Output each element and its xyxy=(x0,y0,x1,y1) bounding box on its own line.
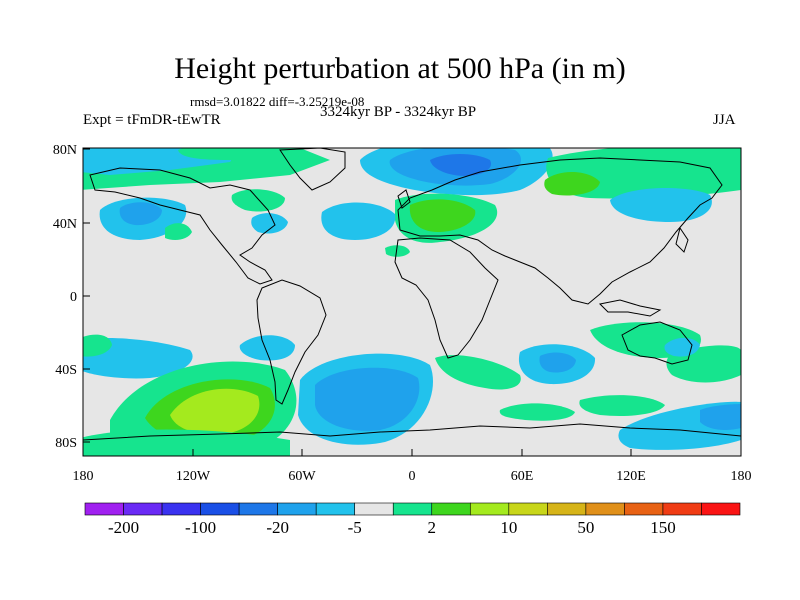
colorbar-label: 150 xyxy=(650,518,676,537)
colorbar-box xyxy=(585,502,625,516)
lat-label-0: 0 xyxy=(70,290,77,305)
lon-label-120w: 120W xyxy=(176,469,211,484)
contour-blue-pacific-nw xyxy=(610,188,712,222)
colorbar-box xyxy=(238,502,278,516)
colorbar-box xyxy=(508,502,548,516)
colorbar-box xyxy=(315,502,356,516)
coastline-antarctica xyxy=(83,423,741,441)
colorbar-label: 2 xyxy=(428,518,437,537)
colorbar-box xyxy=(84,502,124,516)
lon-label-0: 0 xyxy=(409,469,416,484)
colorbar-label: -200 xyxy=(108,518,139,537)
coastline-japan xyxy=(675,226,689,253)
contour-green-south-pacific-west xyxy=(83,334,112,357)
lon-label-60w: 60W xyxy=(288,469,316,484)
contour-green-southern-indian xyxy=(579,395,665,416)
contour-lime-siberia xyxy=(544,171,600,196)
contour-green-sahara xyxy=(385,245,410,257)
colorbar-box xyxy=(701,502,741,516)
chart-title: Height perturbation at 500 hPa (in m) xyxy=(174,52,626,85)
contour-blue-indian-ocean-core xyxy=(539,352,576,373)
colorbar-label: 50 xyxy=(577,518,594,537)
contour-green-south-africa xyxy=(435,355,521,390)
contour-blue-north-pacific-core xyxy=(119,202,162,226)
contour-yellow-southeast-pacific xyxy=(170,388,260,435)
lon-label-180w: 180 xyxy=(73,469,94,484)
contour-blue-southern-pacific-core xyxy=(700,404,741,430)
lat-label-40s: 40S xyxy=(55,363,77,378)
colorbar-label: -5 xyxy=(348,518,362,537)
colorbar-box xyxy=(392,502,433,516)
contour-blue-drake-passage xyxy=(239,335,295,361)
colorbar-labels: -200 -100 -20 -5 2 10 50 150 xyxy=(108,518,676,537)
coastline-australia xyxy=(621,321,693,365)
lat-label-40n: 40N xyxy=(53,217,77,232)
lon-label-120e: 120E xyxy=(616,469,646,484)
period-label: 3324kyr BP - 3324kyr BP xyxy=(320,104,477,120)
rmsd-value: 3.01822 xyxy=(223,94,266,109)
contour-green-antarctica xyxy=(83,429,290,456)
season-label: JJA xyxy=(713,112,736,128)
colorbar-label: -20 xyxy=(266,518,289,537)
colorbar-box xyxy=(624,502,664,516)
contour-green-west-greenland xyxy=(178,148,302,162)
rmsd-label: rmsd= xyxy=(190,94,224,109)
coastlines xyxy=(83,148,741,441)
contour-blue-mid-atlantic xyxy=(321,202,396,240)
diff-label: diff= xyxy=(268,94,295,109)
coastline-north-america xyxy=(89,167,276,285)
diff-value: -3.25219e-08 xyxy=(294,94,365,109)
experiment-label: Expt = tFmDR-tEwTR xyxy=(83,112,221,128)
contour-blue-north-america xyxy=(251,213,288,234)
colorbar-box xyxy=(123,502,163,516)
lon-label-60e: 60E xyxy=(511,469,534,484)
lat-label-80s: 80S xyxy=(55,436,77,451)
colorbar-box xyxy=(662,502,702,516)
colorbar-label: 10 xyxy=(500,518,517,537)
colorbar-box xyxy=(431,502,471,516)
contour-blue-australia xyxy=(664,337,700,357)
coastline-greenland xyxy=(279,148,346,191)
lat-label-80n: 80N xyxy=(53,143,77,158)
contour-green-southern-ocean xyxy=(499,403,575,421)
colorbar-label: -100 xyxy=(185,518,216,537)
contour-green-canada xyxy=(231,189,285,212)
coastline-uk xyxy=(397,189,411,209)
coastline-africa xyxy=(394,237,499,359)
colorbar xyxy=(84,502,741,516)
tick-marks xyxy=(82,148,742,456)
contour-fields xyxy=(83,148,741,456)
contour-green-north-pacific-edge xyxy=(165,223,192,240)
contour-blue-eurasia-core xyxy=(430,154,491,176)
rmsd-diff-stats: rmsd=3.01822 diff=-3.25219e-08 xyxy=(190,94,364,110)
colorbar-box xyxy=(161,502,201,516)
coastline-south-america xyxy=(256,279,327,405)
lon-label-180e: 180 xyxy=(731,469,752,484)
colorbar-box xyxy=(547,502,587,516)
contour-blue-south-atlantic-core xyxy=(315,367,420,431)
coastline-eurasia xyxy=(397,157,723,305)
colorbar-box xyxy=(469,502,510,516)
coastline-indonesia xyxy=(598,299,662,317)
contour-lime-europe xyxy=(409,199,476,232)
contour-blue-south-pacific-west xyxy=(83,338,193,379)
colorbar-box xyxy=(277,502,317,516)
colorbar-box xyxy=(354,502,394,516)
colorbar-box xyxy=(200,502,240,516)
